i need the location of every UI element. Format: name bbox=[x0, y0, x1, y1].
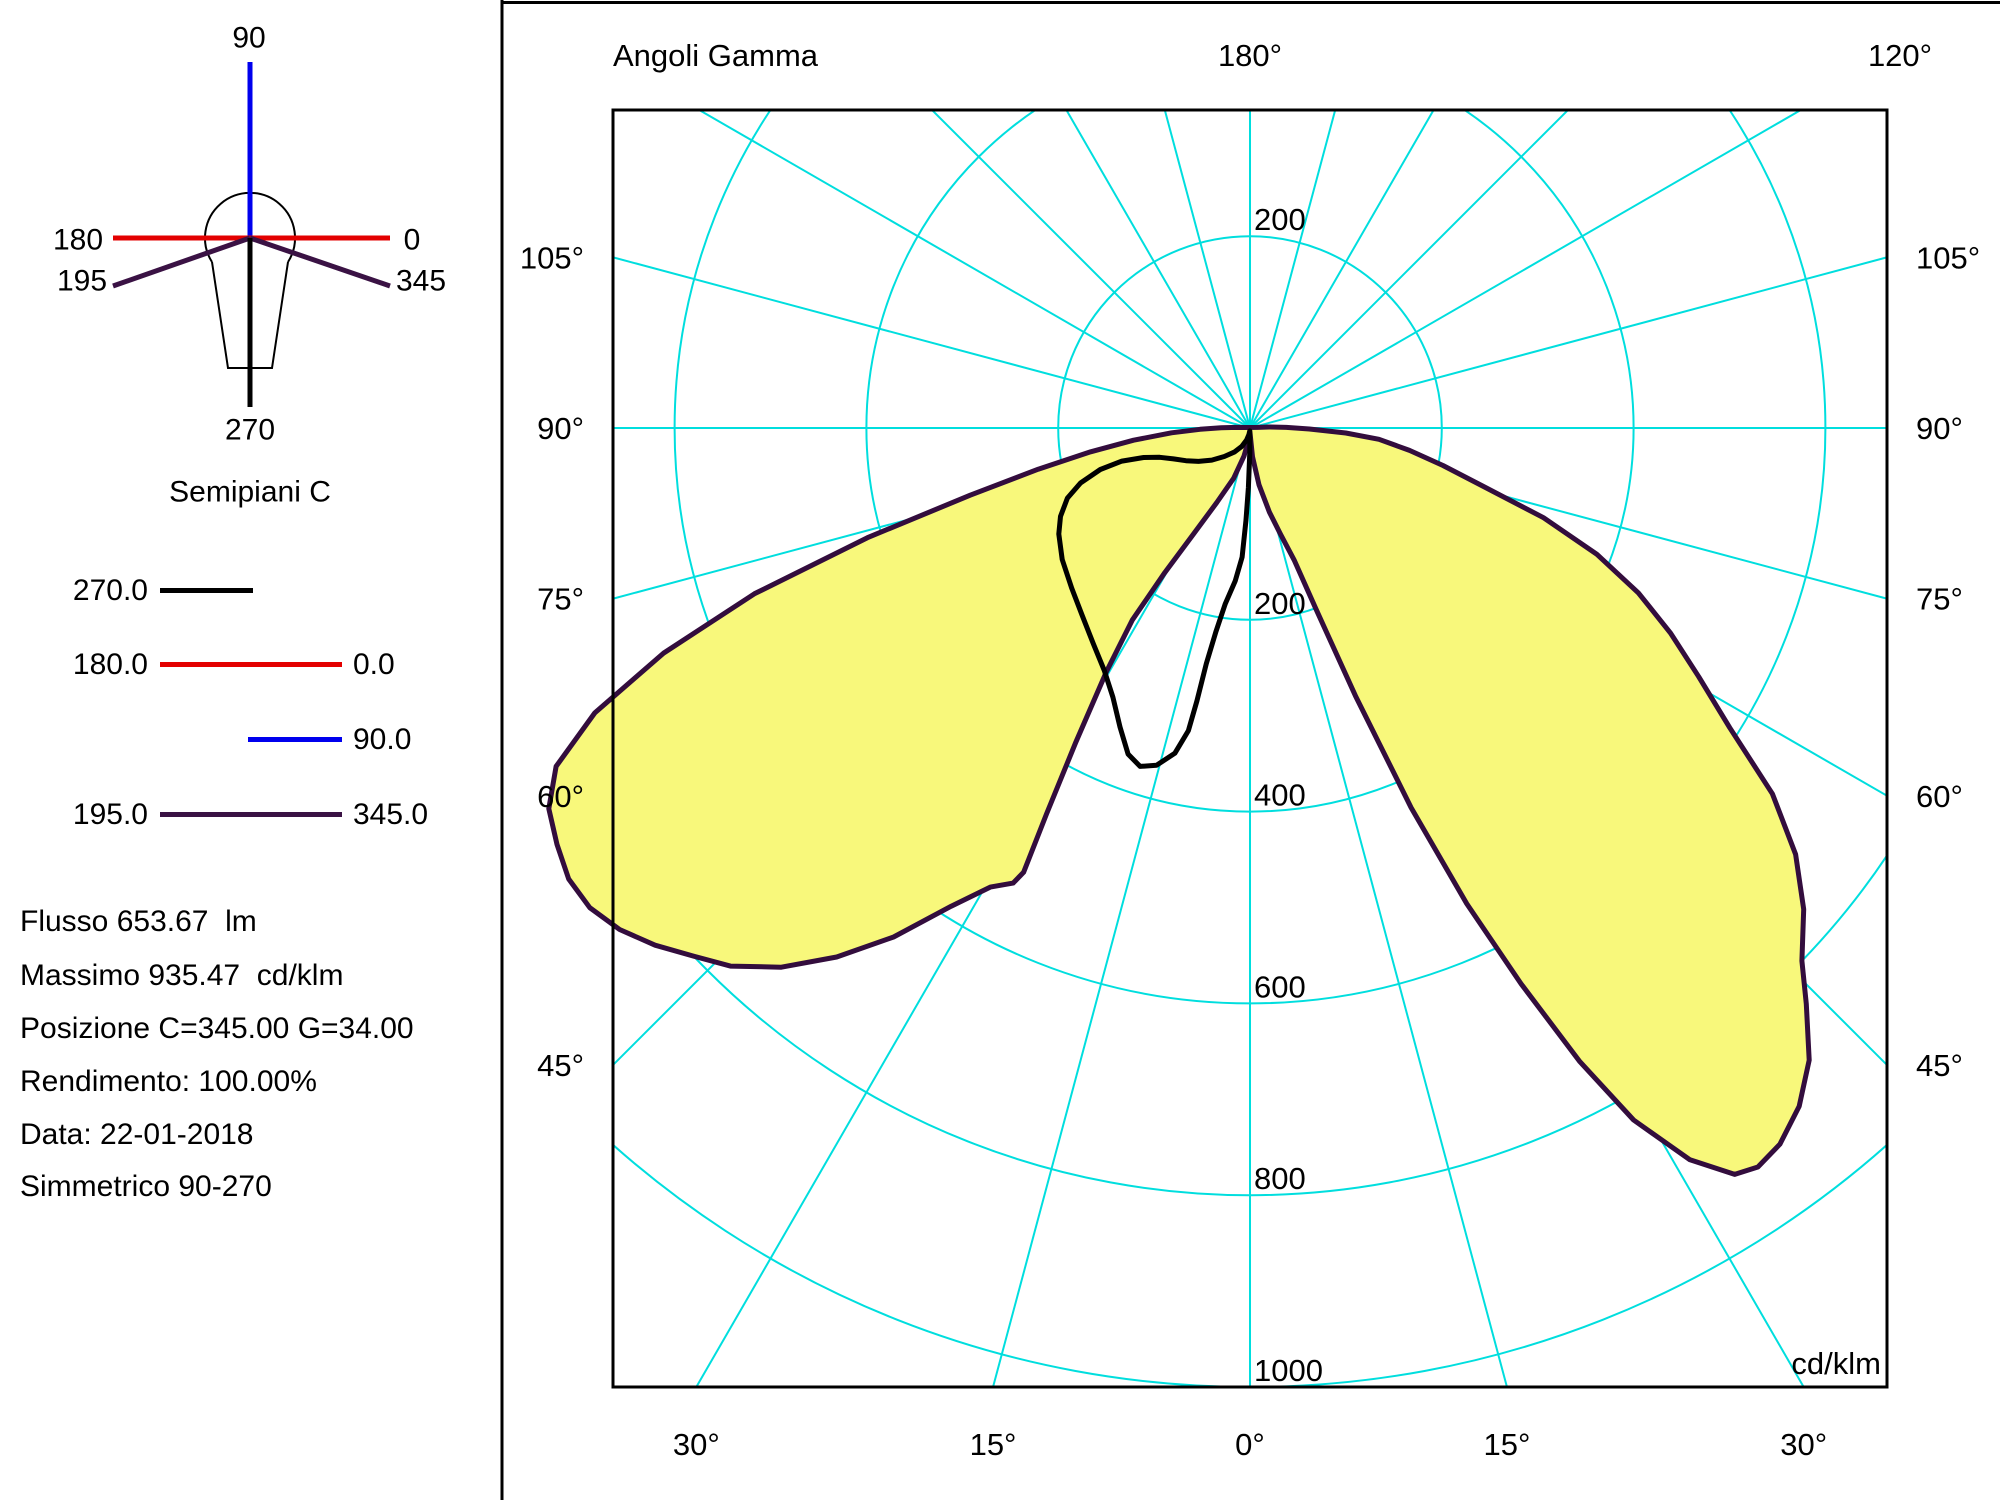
legend-label-195: 195.0 bbox=[72, 798, 148, 831]
unit-label: cd/klm bbox=[1791, 1346, 1881, 1381]
plane-line-345 bbox=[249, 235, 391, 289]
gamma-label-bottom-30: 30° bbox=[1780, 1427, 1827, 1462]
curve-semiplanes-C345-C195 bbox=[546, 424, 1812, 1177]
gamma-radial-135 bbox=[1249, 110, 1570, 429]
gamma-label-left-45: 45° bbox=[537, 1048, 584, 1083]
gamma-label-left-60: 60° bbox=[537, 779, 584, 814]
plane-line-195 bbox=[112, 235, 251, 289]
gamma-radial-195 bbox=[1163, 110, 1251, 429]
gamma-label-bottom-0: 0° bbox=[1235, 1427, 1265, 1462]
gamma-label-left-90: 90° bbox=[537, 411, 584, 446]
gamma-radial-15 bbox=[1249, 427, 1508, 1387]
gamma-label-right-105: 105° bbox=[1916, 240, 1980, 275]
ring-label-200-above: 200 bbox=[1254, 202, 1306, 237]
stat-posizione: Posizione C=345.00 G=34.00 bbox=[20, 1012, 414, 1045]
plane-label-180: 180 bbox=[52, 223, 104, 257]
ring-label-1000-below: 1000 bbox=[1254, 1353, 1323, 1388]
ring-200 bbox=[1057, 235, 1443, 621]
ring-label-400-below: 400 bbox=[1254, 778, 1306, 813]
plane-label-195: 195 bbox=[56, 264, 108, 298]
gamma-label-right-45: 45° bbox=[1916, 1048, 1963, 1083]
ring-600 bbox=[673, 110, 1827, 1005]
ring-label-800-below: 800 bbox=[1254, 1161, 1306, 1196]
gamma-label-left-75: 75° bbox=[537, 582, 584, 617]
plane-label-345: 345 bbox=[395, 264, 447, 298]
gamma-label-right-90: 90° bbox=[1916, 411, 1963, 446]
stat-flusso: Flusso 653.67 lm bbox=[20, 905, 257, 938]
stat-data: Data: 22-01-2018 bbox=[20, 1118, 254, 1151]
orientation-diagram bbox=[112, 62, 391, 407]
curve-semiplane-C270 bbox=[1056, 428, 1253, 769]
gamma-radial-105 bbox=[1249, 256, 1887, 429]
plane-label-0: 0 bbox=[403, 223, 421, 257]
top-label-120: 120° bbox=[1868, 38, 1932, 73]
ring-400 bbox=[865, 110, 1635, 813]
gamma-radial-255 bbox=[613, 256, 1251, 429]
legend-label-0: 0.0 bbox=[353, 648, 395, 681]
legend-label-345: 345.0 bbox=[353, 798, 429, 831]
gamma-label-bottom--15: 15° bbox=[970, 1427, 1017, 1462]
legend-line-90-swatch bbox=[248, 737, 342, 742]
gamma-radial-330 bbox=[695, 427, 1251, 1387]
ring-800 bbox=[613, 853, 1887, 1196]
plot-border bbox=[611, 108, 1889, 1389]
gamma-radial-225 bbox=[930, 110, 1251, 429]
plane-label-90: 90 bbox=[232, 21, 266, 55]
gamma-radial-210 bbox=[1065, 110, 1251, 429]
gamma-label-right-75: 75° bbox=[1916, 582, 1963, 617]
stat-rendimento: Rendimento: 100.00% bbox=[20, 1065, 317, 1098]
legend-line-180-0-swatch bbox=[160, 662, 342, 667]
ring-1000 bbox=[613, 1143, 1887, 1387]
legend-label-90: 90.0 bbox=[353, 723, 412, 756]
plane-label-270: 270 bbox=[224, 413, 276, 447]
gamma-label-bottom-15: 15° bbox=[1484, 1427, 1531, 1462]
chart-title: Angoli Gamma bbox=[613, 38, 819, 73]
legend-label-180: 180.0 bbox=[72, 648, 148, 681]
ring-label-600-below: 600 bbox=[1254, 969, 1306, 1004]
legend-label-270: 270.0 bbox=[72, 574, 148, 607]
gamma-label-right-60: 60° bbox=[1916, 779, 1963, 814]
ring-label-200-below: 200 bbox=[1254, 586, 1306, 621]
gamma-label-bottom--30: 30° bbox=[673, 1427, 720, 1462]
gamma-radial-150 bbox=[1249, 110, 1435, 429]
top-label-180: 180° bbox=[1218, 38, 1282, 73]
gamma-radial-120 bbox=[1249, 110, 1803, 429]
stat-massimo: Massimo 935.47 cd/klm bbox=[20, 959, 344, 992]
gamma-radial-240 bbox=[697, 110, 1251, 429]
legend-line-270-swatch bbox=[160, 588, 253, 593]
stat-simmetrico: Simmetrico 90-270 bbox=[20, 1170, 272, 1203]
legend-line-195-345-swatch bbox=[160, 812, 342, 817]
gamma-label-left-105: 105° bbox=[520, 240, 584, 275]
gamma-radial-345 bbox=[992, 427, 1251, 1387]
semipiani-title: Semipiani C bbox=[169, 475, 331, 509]
gamma-radial-165 bbox=[1249, 110, 1337, 429]
